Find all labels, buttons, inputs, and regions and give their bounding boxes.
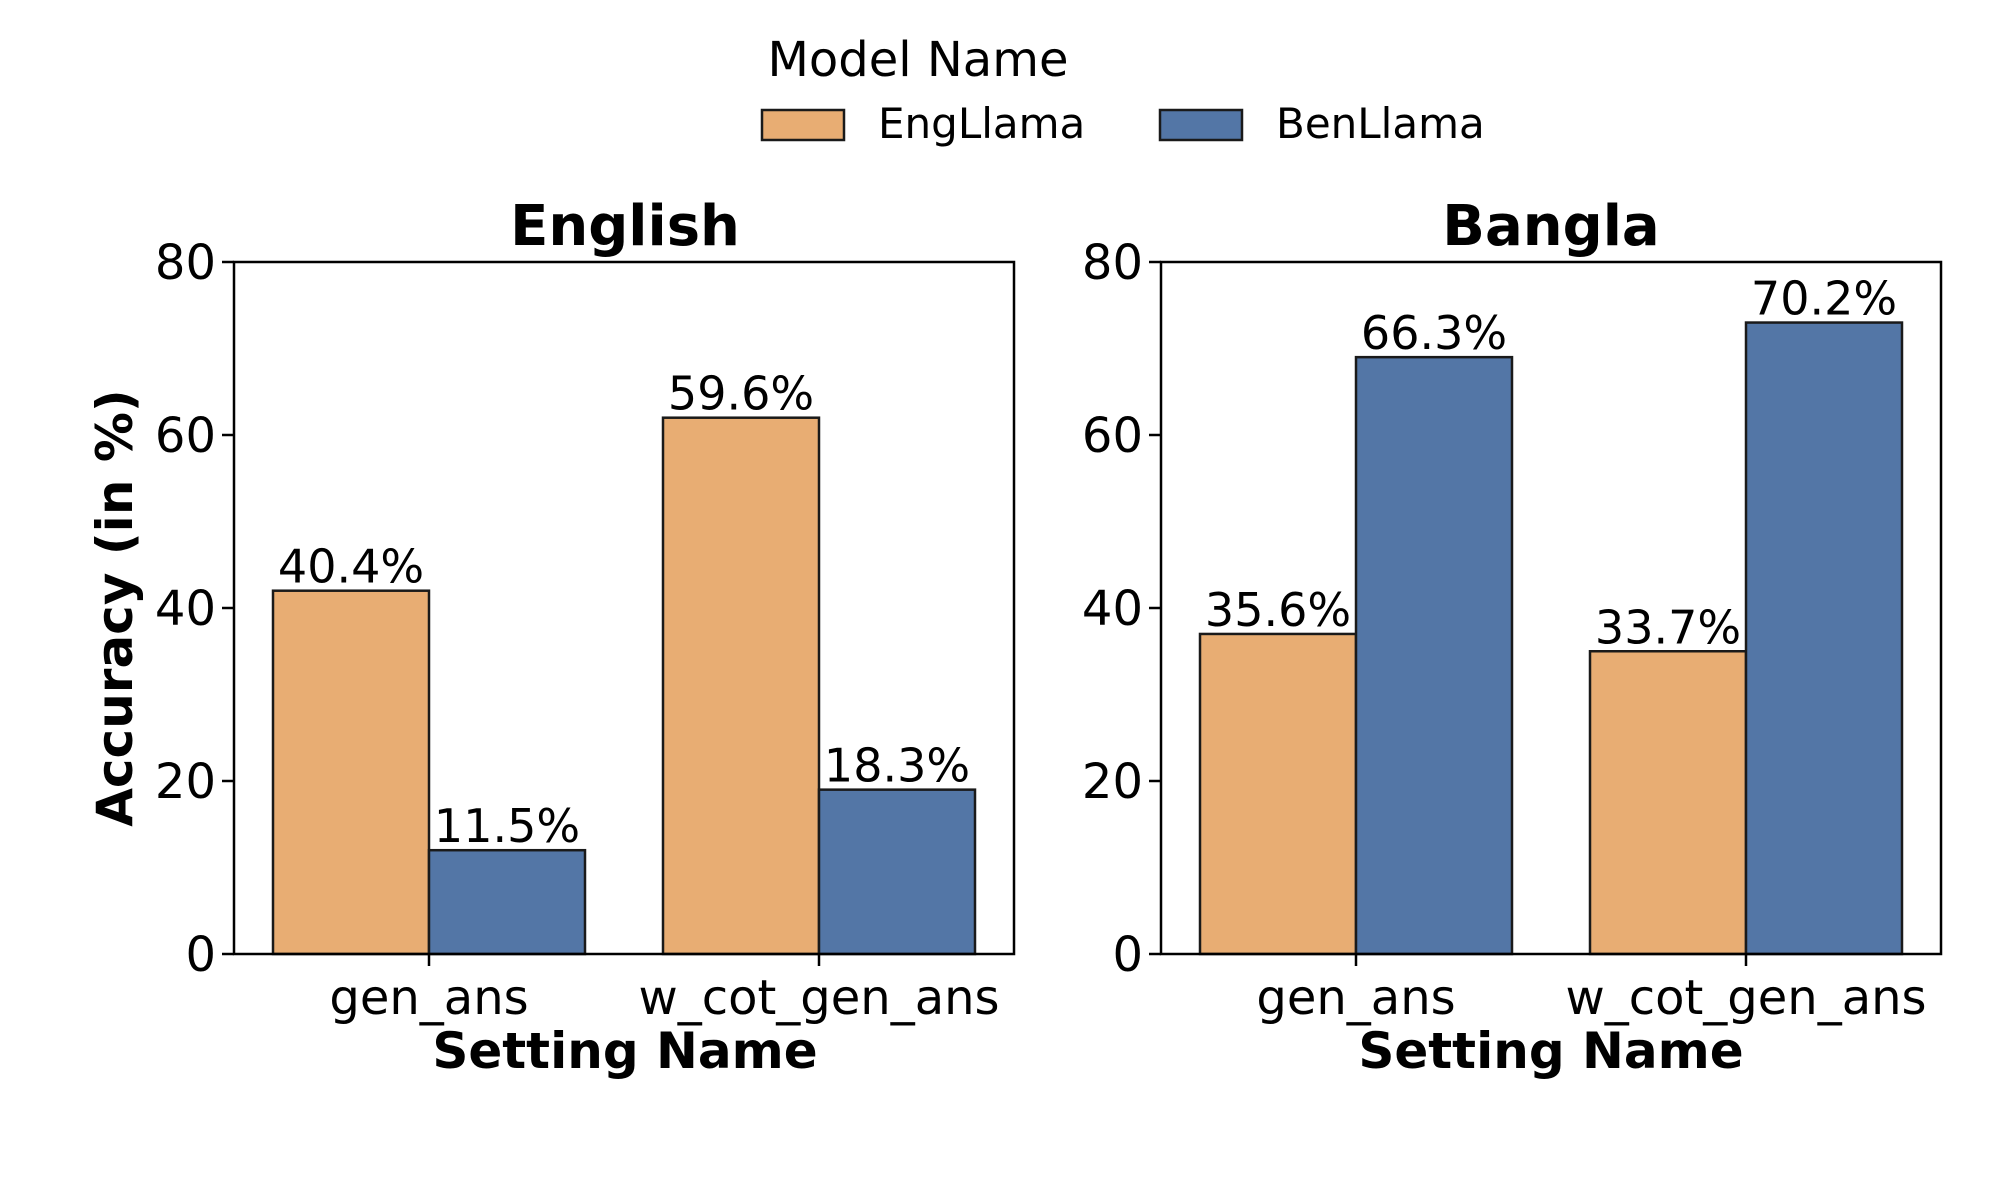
data-label-engllama-english: 59.6% bbox=[668, 367, 814, 421]
panel-bangla: Bangla 0 20 40 60 80 gen_ans w_cot_gen_ans 35… bbox=[1082, 194, 1943, 1080]
bar-benllama-bangla bbox=[1744, 321, 1904, 956]
panel-title-bangla: Bangla bbox=[1442, 194, 1659, 259]
y-tick-label: 0 bbox=[185, 927, 216, 983]
legend-title: Model Name bbox=[768, 32, 1069, 88]
x-tick-label: gen_ans bbox=[1256, 970, 1455, 1026]
data-labels-bangla: 35.6% 66.3% 33.7% 70.2% bbox=[1205, 272, 1897, 655]
data-label-engllama-bangla: 33.7% bbox=[1595, 600, 1741, 654]
data-label-benllama-english: 11.5% bbox=[434, 799, 580, 853]
y-axis-bangla: 0 20 40 60 80 bbox=[1082, 235, 1161, 983]
x-axis-title-bangla: Setting Name bbox=[1358, 1022, 1743, 1080]
bar-engllama-bangla bbox=[1198, 632, 1358, 956]
x-axis-title-english: Setting Name bbox=[432, 1022, 817, 1080]
y-tick-label: 60 bbox=[155, 408, 216, 464]
legend-label-benllama: BenLlama bbox=[1276, 99, 1485, 148]
data-labels-english: 40.4% 11.5% 59.6% 18.3% bbox=[278, 367, 970, 854]
y-tick-label: 20 bbox=[155, 754, 216, 810]
data-label-engllama-english: 40.4% bbox=[278, 540, 424, 594]
y-tick-label: 80 bbox=[1082, 235, 1143, 291]
data-label-engllama-bangla: 35.6% bbox=[1205, 583, 1351, 637]
y-tick-label: 60 bbox=[1082, 408, 1143, 464]
bar-engllama-english bbox=[271, 589, 431, 956]
bar-benllama-bangla bbox=[1354, 355, 1514, 956]
y-tick-label: 40 bbox=[155, 581, 216, 637]
y-axis-title: Accuracy (in %) bbox=[86, 389, 144, 827]
legend-swatch-benllama bbox=[1158, 108, 1244, 142]
bars-bangla bbox=[1198, 321, 1904, 956]
x-axis-bangla: gen_ans w_cot_gen_ans bbox=[1256, 954, 1927, 1026]
bar-benllama-english bbox=[427, 848, 587, 956]
data-label-benllama-bangla: 70.2% bbox=[1751, 272, 1897, 326]
y-axis-english: 0 20 40 60 80 bbox=[155, 235, 234, 983]
panel-title-english: English bbox=[510, 194, 740, 259]
data-label-benllama-bangla: 66.3% bbox=[1361, 306, 1507, 360]
bar-engllama-bangla bbox=[1588, 650, 1748, 956]
x-tick-label: gen_ans bbox=[329, 970, 528, 1026]
legend: Model Name EngLlama BenLlama bbox=[760, 32, 1485, 148]
x-tick-label: w_cot_gen_ans bbox=[1565, 970, 1926, 1026]
x-tick-label: w_cot_gen_ans bbox=[638, 970, 999, 1026]
bar-engllama-english bbox=[661, 416, 821, 956]
plot-frame-english bbox=[232, 260, 1016, 956]
bars-english bbox=[271, 416, 977, 956]
y-tick-label: 40 bbox=[1082, 581, 1143, 637]
panel-english: English 0 20 40 60 80 gen_ans w_cot_gen_ans 4… bbox=[86, 194, 1016, 1080]
y-tick-label: 0 bbox=[1112, 927, 1143, 983]
y-tick-label: 80 bbox=[155, 235, 216, 291]
data-label-benllama-english: 18.3% bbox=[824, 739, 970, 793]
bar-benllama-english bbox=[817, 788, 977, 956]
x-axis-english: gen_ans w_cot_gen_ans bbox=[329, 954, 1000, 1026]
y-tick-label: 20 bbox=[1082, 754, 1143, 810]
legend-label-englama: EngLlama bbox=[878, 99, 1085, 148]
legend-swatch-englama bbox=[760, 108, 846, 142]
plot-frame-bangla bbox=[1159, 260, 1943, 956]
